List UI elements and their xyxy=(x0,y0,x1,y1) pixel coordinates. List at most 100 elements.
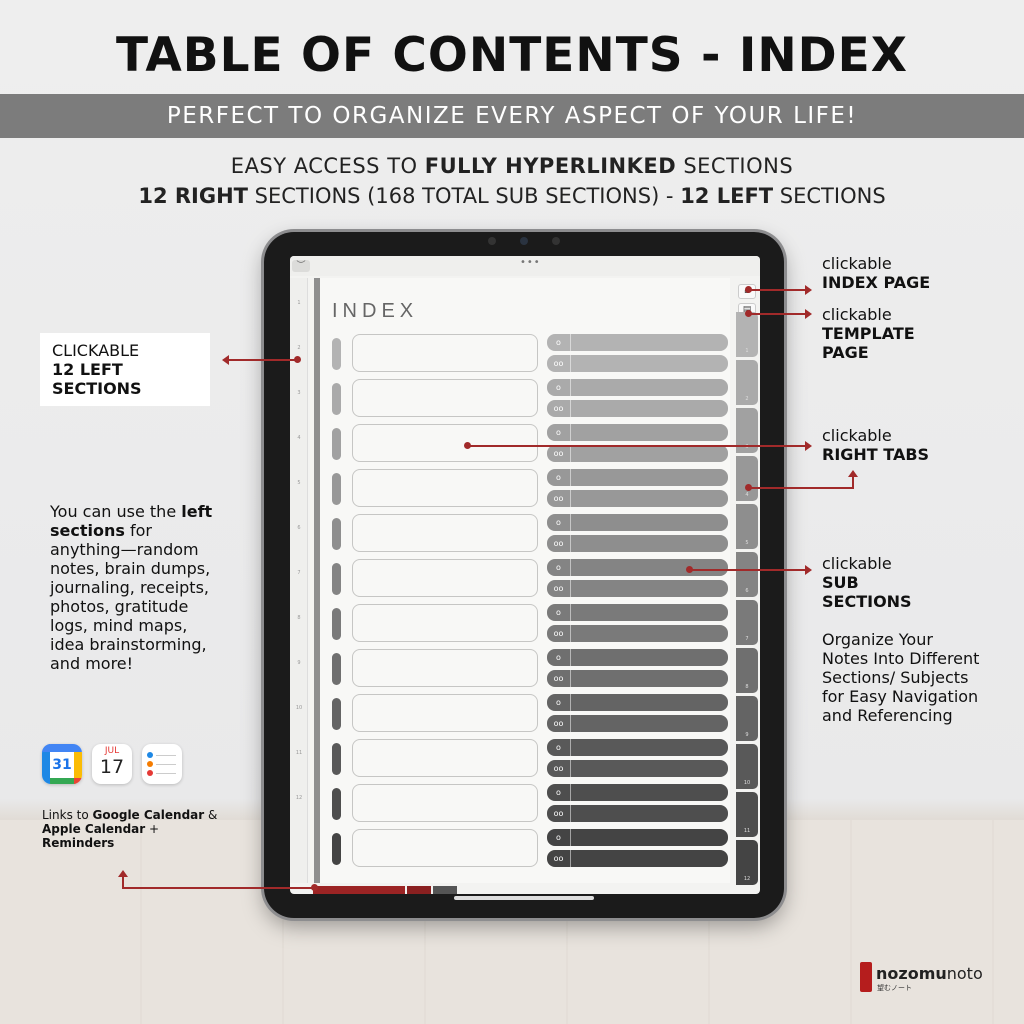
section-title-field[interactable] xyxy=(352,379,538,417)
left-section-tab[interactable]: 10 xyxy=(295,705,303,711)
section-title-field[interactable] xyxy=(352,604,538,642)
section-title-field[interactable] xyxy=(352,694,538,732)
sub-section-link[interactable]: oo xyxy=(547,850,728,867)
left-section-tab[interactable]: 3 xyxy=(297,390,301,396)
sub-section-link[interactable]: o xyxy=(547,739,728,756)
right-tab[interactable]: 5 xyxy=(736,504,758,549)
sub-section-link[interactable]: o xyxy=(547,379,728,396)
bottom-link-apple-calendar[interactable] xyxy=(407,886,431,894)
arrow-line xyxy=(751,289,806,291)
left-section-tab[interactable]: 4 xyxy=(297,435,301,441)
left-section-tab[interactable]: 5 xyxy=(297,480,301,486)
apple-calendar-icon[interactable]: JUL 17 xyxy=(92,744,132,784)
annotation-text: clickable xyxy=(822,305,892,324)
subtitle-line-2: 12 RIGHT SECTIONS (168 TOTAL SUB SECTION… xyxy=(138,184,886,208)
sub-section-link[interactable]: oo xyxy=(547,625,728,642)
left-section-tab[interactable]: 1 xyxy=(297,300,301,306)
sub-section-link[interactable]: o xyxy=(547,829,728,846)
section-title-field[interactable] xyxy=(352,784,538,822)
left-section-tab[interactable]: 2 xyxy=(297,345,301,351)
right-tab[interactable]: 11 xyxy=(736,792,758,837)
sub-section-link[interactable]: oo xyxy=(547,445,728,462)
left-section-tab[interactable]: 7 xyxy=(297,570,301,576)
annotation-text: and more! xyxy=(50,654,134,673)
sub-section-link[interactable]: o xyxy=(547,469,728,486)
sub-section-link[interactable]: oo xyxy=(547,580,728,597)
section-title-field[interactable] xyxy=(352,514,538,552)
sub-section-link[interactable]: o xyxy=(547,334,728,351)
right-tab[interactable]: 4 xyxy=(736,456,758,501)
gcal-shape xyxy=(42,744,50,784)
bottom-link-google-calendar[interactable] xyxy=(313,886,405,894)
sub-section-tag: oo xyxy=(547,445,571,462)
arrow-line xyxy=(470,445,806,447)
sub-section-link[interactable]: oo xyxy=(547,535,728,552)
annotation-text: clickable xyxy=(822,554,892,573)
annotation-text: journaling, receipts, xyxy=(50,578,209,597)
sub-section-link[interactable]: o xyxy=(547,694,728,711)
right-tab[interactable]: 1 xyxy=(736,312,758,357)
chevron-down-icon[interactable]: ︶ xyxy=(292,260,310,272)
right-tab[interactable]: 2 xyxy=(736,360,758,405)
section-title-field[interactable] xyxy=(352,559,538,597)
sub-section-link[interactable]: o xyxy=(547,559,728,576)
left-section-tab[interactable]: 9 xyxy=(297,660,301,666)
sub-section-link[interactable]: oo xyxy=(547,715,728,732)
section-color-pill xyxy=(332,608,341,640)
sub-section-link[interactable]: oo xyxy=(547,805,728,822)
index-title: INDEX xyxy=(332,300,419,322)
section-title-field[interactable] xyxy=(352,334,538,372)
right-tab[interactable]: 8 xyxy=(736,648,758,693)
sub-section-link[interactable]: oo xyxy=(547,355,728,372)
more-dots-icon[interactable]: ••• xyxy=(520,257,541,268)
arrow-dot xyxy=(311,884,318,891)
sub-section-link[interactable]: oo xyxy=(547,670,728,687)
annotation-text: Organize Your xyxy=(822,630,933,649)
annotation-text: You can use the left xyxy=(50,502,213,521)
arrow-dot xyxy=(745,484,752,491)
sub-section-tag: oo xyxy=(547,715,571,732)
index-row: o oo xyxy=(332,739,728,779)
reminders-icon[interactable] xyxy=(142,744,182,784)
annotation-left-description: You can use the left sections for anythi… xyxy=(50,502,240,673)
right-tab[interactable]: 9 xyxy=(736,696,758,741)
section-color-pill xyxy=(332,563,341,595)
sub-section-link[interactable]: o xyxy=(547,424,728,441)
arrow-head xyxy=(805,309,812,319)
right-tab[interactable]: 12 xyxy=(736,840,758,885)
reminder-dot xyxy=(147,761,153,767)
left-section-tab[interactable]: 11 xyxy=(295,750,303,756)
index-row: o oo xyxy=(332,334,728,374)
section-title-field[interactable] xyxy=(352,829,538,867)
page-title: TABLE OF CONTENTS - INDEX xyxy=(115,28,909,83)
sub-section-tag: oo xyxy=(547,625,571,642)
section-title-field[interactable] xyxy=(352,739,538,777)
index-row: o oo xyxy=(332,649,728,689)
annotation-text-bold: SUB xyxy=(822,573,859,592)
google-calendar-icon[interactable]: 31 xyxy=(42,744,82,784)
sub-section-link[interactable]: o xyxy=(547,649,728,666)
sub-section-link[interactable]: oo xyxy=(547,760,728,777)
right-tab[interactable]: 10 xyxy=(736,744,758,789)
right-tab[interactable]: 6 xyxy=(736,552,758,597)
sub-section-link[interactable]: o xyxy=(547,514,728,531)
left-section-tab[interactable]: 8 xyxy=(297,615,301,621)
right-tab[interactable]: 3 xyxy=(736,408,758,453)
arrow-head xyxy=(848,470,858,477)
section-title-field[interactable] xyxy=(352,649,538,687)
sub-section-link[interactable]: o xyxy=(547,604,728,621)
bottom-link-reminders[interactable] xyxy=(433,886,457,894)
left-section-tab[interactable]: 12 xyxy=(295,795,303,801)
sub-section-link[interactable]: oo xyxy=(547,490,728,507)
annotation-text: CLICKABLE xyxy=(52,341,140,360)
sub-section-link[interactable]: o xyxy=(547,784,728,801)
right-tab[interactable]: 7 xyxy=(736,600,758,645)
section-title-field[interactable] xyxy=(352,469,538,507)
left-section-tab[interactable]: 6 xyxy=(297,525,301,531)
index-row: o oo xyxy=(332,514,728,554)
section-title-field[interactable] xyxy=(352,424,538,462)
annotation-text: for Easy Navigation xyxy=(822,687,979,706)
annotation-text-bold: INDEX PAGE xyxy=(822,273,931,292)
gcal-shape xyxy=(74,752,82,778)
sub-section-link[interactable]: oo xyxy=(547,400,728,417)
